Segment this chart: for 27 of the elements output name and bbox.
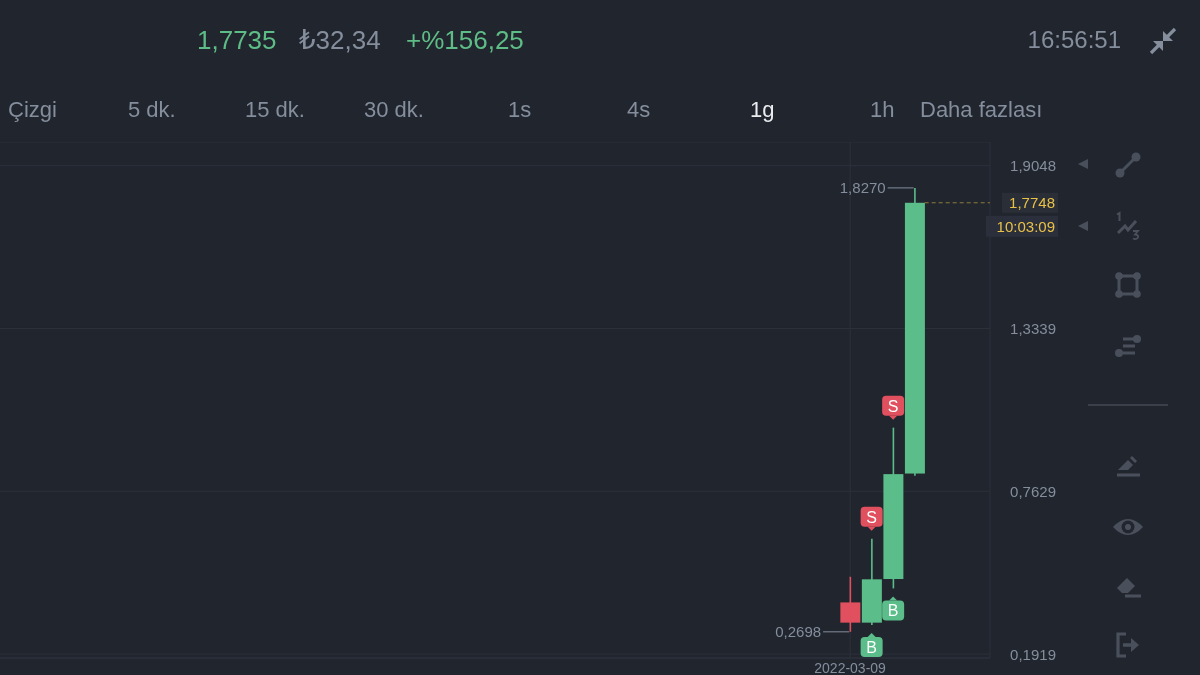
- annotation: B: [887, 602, 899, 620]
- text: 10:03:09: [996, 217, 1055, 235]
- text: +%156,25: [406, 25, 524, 55]
- annotation: 0,2698: [775, 623, 822, 641]
- text: 5 dk.: [128, 97, 176, 122]
- annotation: 1,8270: [839, 179, 886, 197]
- text: ₺32,34: [299, 25, 381, 55]
- annotation: S: [887, 397, 899, 415]
- text: 1,7735: [197, 25, 277, 55]
- annotation: B: [866, 638, 877, 656]
- text: 4s: [627, 97, 651, 122]
- y-tick-label: 0,7629: [1010, 482, 1056, 500]
- text: 1s: [508, 97, 532, 122]
- text: Daha fazlası: [920, 97, 1043, 122]
- text: Çizgi: [8, 97, 57, 122]
- candlestick: [840, 575, 861, 633]
- text: 30 dk.: [364, 97, 424, 122]
- y-tick-label: 1,9048: [1010, 157, 1056, 175]
- x-tick-label: 2022-03-09: [814, 660, 887, 675]
- y-tick-label: 0,1919: [1010, 645, 1056, 663]
- text: 16:56:51: [1027, 26, 1121, 53]
- text: 1h: [870, 97, 895, 122]
- text: 15 dk.: [245, 97, 305, 122]
- ref-line-label: 1,7748: [1009, 194, 1055, 212]
- text: 1g: [750, 97, 775, 122]
- y-tick-label: 1,3339: [1010, 319, 1056, 337]
- annotation: S: [866, 508, 877, 526]
